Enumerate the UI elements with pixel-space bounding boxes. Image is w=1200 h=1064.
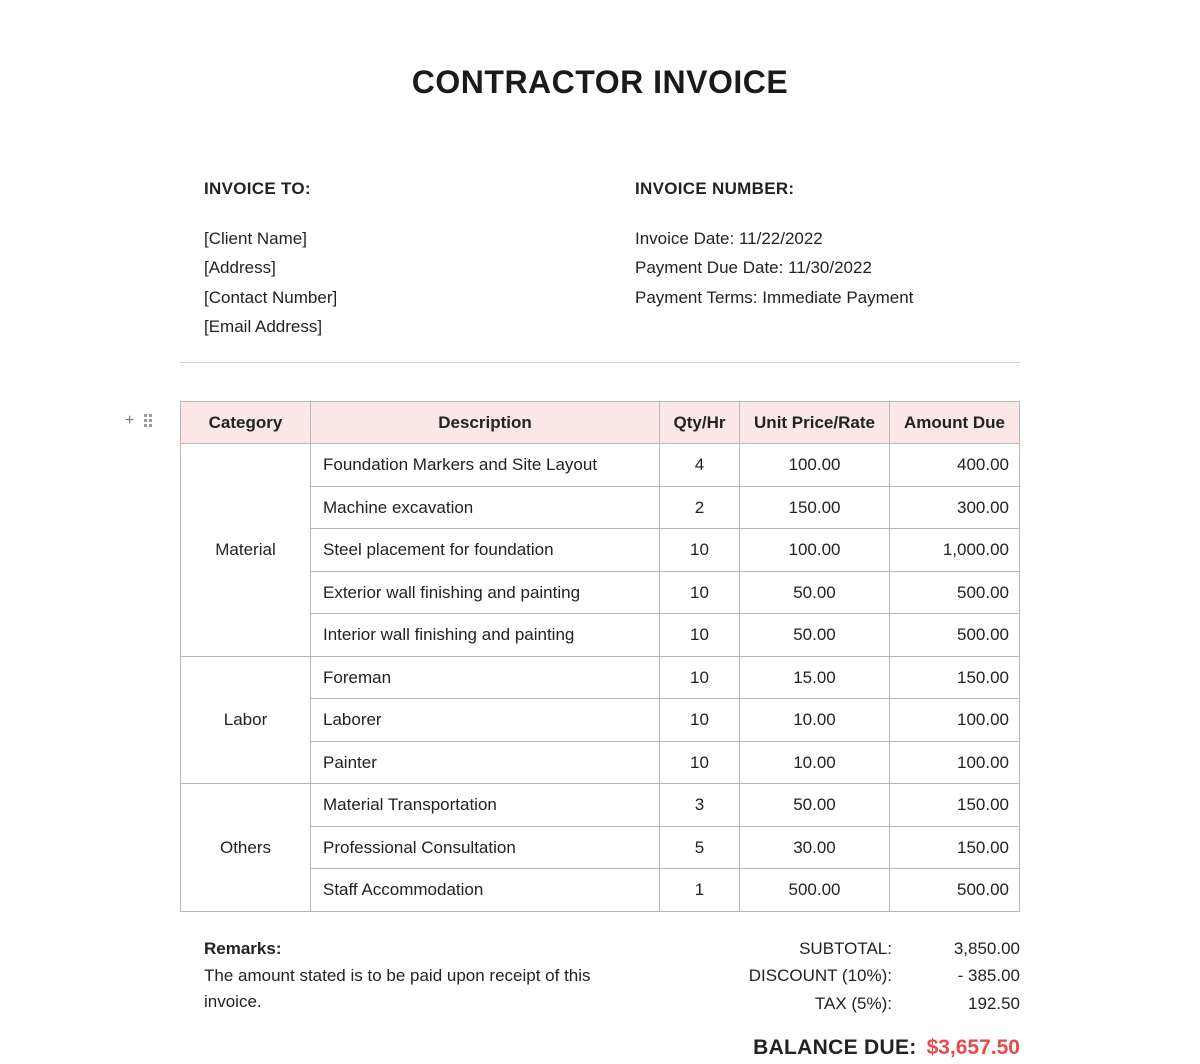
invoice-to-label: INVOICE TO:	[204, 176, 589, 202]
amount-cell: 150.00	[890, 826, 1020, 869]
discount-row: DISCOUNT (10%): - 385.00	[660, 963, 1020, 989]
unit-cell: 50.00	[740, 571, 890, 614]
amount-cell: 300.00	[890, 486, 1020, 529]
drag-handle-icon[interactable]	[144, 414, 152, 427]
description-cell: Professional Consultation	[311, 826, 660, 869]
qty-cell: 2	[660, 486, 740, 529]
subtotal-row: SUBTOTAL: 3,850.00	[660, 936, 1020, 962]
description-cell: Steel placement for foundation	[311, 529, 660, 572]
unit-cell: 500.00	[740, 869, 890, 912]
table-row: LaborForeman1015.00150.00	[181, 656, 1020, 699]
category-cell: Others	[181, 784, 311, 912]
unit-cell: 30.00	[740, 826, 890, 869]
qty-cell: 10	[660, 699, 740, 742]
amount-cell: 500.00	[890, 571, 1020, 614]
qty-cell: 5	[660, 826, 740, 869]
add-row-icon[interactable]: +	[125, 409, 134, 433]
payment-due: Payment Due Date: 11/30/2022	[635, 255, 1020, 281]
totals-block: SUBTOTAL: 3,850.00 DISCOUNT (10%): - 385…	[660, 936, 1020, 1064]
description-cell: Laborer	[311, 699, 660, 742]
client-name: [Client Name]	[204, 226, 589, 252]
col-qty: Qty/Hr	[660, 401, 740, 444]
balance-label: BALANCE DUE:	[753, 1032, 916, 1064]
subtotal-value: 3,850.00	[910, 936, 1020, 962]
qty-cell: 4	[660, 444, 740, 487]
divider	[180, 362, 1020, 363]
qty-cell: 1	[660, 869, 740, 912]
remarks-label: Remarks:	[204, 936, 630, 962]
row-gutter[interactable]: +	[125, 409, 152, 433]
balance-value: $3,657.50	[927, 1032, 1020, 1064]
invoice-header: INVOICE TO: [Client Name] [Address] [Con…	[180, 176, 1020, 344]
category-cell: Labor	[181, 656, 311, 784]
description-cell: Interior wall finishing and painting	[311, 614, 660, 657]
amount-cell: 500.00	[890, 614, 1020, 657]
client-address: [Address]	[204, 255, 589, 281]
remarks-text: The amount stated is to be paid upon rec…	[204, 963, 630, 1014]
unit-cell: 10.00	[740, 699, 890, 742]
description-cell: Exterior wall finishing and painting	[311, 571, 660, 614]
table-header-row: Category Description Qty/Hr Unit Price/R…	[181, 401, 1020, 444]
qty-cell: 3	[660, 784, 740, 827]
invoice-footer: Remarks: The amount stated is to be paid…	[180, 936, 1020, 1064]
discount-label: DISCOUNT (10%):	[660, 963, 892, 989]
invoice-page: CONTRACTOR INVOICE INVOICE TO: [Client N…	[180, 0, 1020, 1064]
description-cell: Painter	[311, 741, 660, 784]
qty-cell: 10	[660, 656, 740, 699]
col-description: Description	[311, 401, 660, 444]
discount-value: - 385.00	[910, 963, 1020, 989]
subtotal-label: SUBTOTAL:	[660, 936, 892, 962]
qty-cell: 10	[660, 529, 740, 572]
invoice-number-label: INVOICE NUMBER:	[635, 176, 1020, 202]
client-email: [Email Address]	[204, 314, 589, 340]
amount-cell: 100.00	[890, 741, 1020, 784]
category-cell: Material	[181, 444, 311, 657]
unit-cell: 100.00	[740, 444, 890, 487]
client-contact: [Contact Number]	[204, 285, 589, 311]
balance-row: BALANCE DUE: $3,657.50	[660, 1032, 1020, 1064]
remarks-block: Remarks: The amount stated is to be paid…	[204, 936, 660, 1064]
description-cell: Foreman	[311, 656, 660, 699]
invoice-meta-block: INVOICE NUMBER: Invoice Date: 11/22/2022…	[629, 176, 1020, 344]
amount-cell: 500.00	[890, 869, 1020, 912]
qty-cell: 10	[660, 614, 740, 657]
description-cell: Staff Accommodation	[311, 869, 660, 912]
invoice-table: Category Description Qty/Hr Unit Price/R…	[180, 401, 1020, 912]
col-category: Category	[181, 401, 311, 444]
unit-cell: 50.00	[740, 614, 890, 657]
table-row: OthersMaterial Transportation350.00150.0…	[181, 784, 1020, 827]
unit-cell: 50.00	[740, 784, 890, 827]
col-unit: Unit Price/Rate	[740, 401, 890, 444]
invoice-date: Invoice Date: 11/22/2022	[635, 226, 1020, 252]
tax-row: TAX (5%): 192.50	[660, 991, 1020, 1017]
description-cell: Material Transportation	[311, 784, 660, 827]
amount-cell: 150.00	[890, 656, 1020, 699]
tax-value: 192.50	[910, 991, 1020, 1017]
unit-cell: 100.00	[740, 529, 890, 572]
payment-terms: Payment Terms: Immediate Payment	[635, 285, 1020, 311]
table-row: MaterialFoundation Markers and Site Layo…	[181, 444, 1020, 487]
unit-cell: 15.00	[740, 656, 890, 699]
amount-cell: 400.00	[890, 444, 1020, 487]
unit-cell: 150.00	[740, 486, 890, 529]
qty-cell: 10	[660, 571, 740, 614]
description-cell: Foundation Markers and Site Layout	[311, 444, 660, 487]
unit-cell: 10.00	[740, 741, 890, 784]
amount-cell: 100.00	[890, 699, 1020, 742]
qty-cell: 10	[660, 741, 740, 784]
page-title: CONTRACTOR INVOICE	[180, 58, 1020, 106]
invoice-to-block: INVOICE TO: [Client Name] [Address] [Con…	[180, 176, 589, 344]
amount-cell: 1,000.00	[890, 529, 1020, 572]
table-container: + Category Description Qty/Hr Unit Price…	[180, 401, 1020, 912]
description-cell: Machine excavation	[311, 486, 660, 529]
amount-cell: 150.00	[890, 784, 1020, 827]
tax-label: TAX (5%):	[660, 991, 892, 1017]
col-amount: Amount Due	[890, 401, 1020, 444]
